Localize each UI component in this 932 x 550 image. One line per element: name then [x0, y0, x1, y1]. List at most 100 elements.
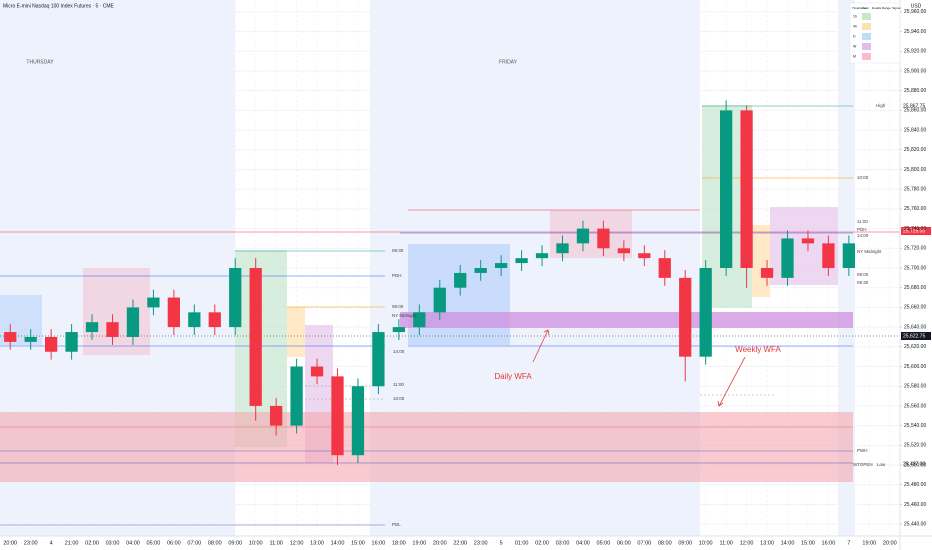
table-swatch: [862, 23, 871, 30]
x-tick-label: 21:00: [65, 540, 79, 546]
x-tick-label: 23:00: [474, 540, 488, 546]
level-label: 10:00: [393, 396, 405, 401]
level-label: High: [876, 103, 886, 108]
level-label: 08:00: [392, 304, 404, 309]
price-tag-bg: [901, 227, 931, 235]
x-tick-label: 20:00: [883, 540, 897, 546]
x-tick-label: 7: [847, 540, 850, 546]
candle-body: [740, 110, 753, 269]
x-tick-label: 11:00: [269, 540, 282, 546]
y-tick-label: 25,440.00: [904, 522, 926, 528]
candle-body: [290, 366, 303, 426]
price-tag: 25,867.75: [903, 103, 925, 109]
candle-body: [65, 332, 78, 352]
level-label: WTOPEN: [853, 462, 873, 467]
candle-body: [576, 228, 590, 244]
candle-body: [4, 332, 17, 342]
y-tick-label: 25,560.00: [904, 403, 926, 409]
y-tick-label: 25,520.00: [904, 443, 926, 449]
level-label: 08:00: [857, 272, 869, 277]
x-tick-label: 19:00: [412, 540, 426, 546]
y-tick-label: 25,480.00: [904, 482, 926, 488]
x-tick-label: 15:00: [351, 540, 365, 546]
candle-body: [433, 287, 446, 313]
x-tick-label: 09:00: [228, 540, 242, 546]
x-tick-label: 02:00: [85, 540, 99, 546]
y-tick-label: 25,740.00: [904, 226, 926, 232]
table-header: Signal: [892, 6, 901, 10]
x-tick-label: 14:00: [331, 540, 345, 546]
x-tick-label: 15:00: [801, 540, 815, 546]
x-tick-label: 19:00: [862, 540, 876, 546]
candle-body: [495, 263, 508, 268]
level-label: NY Midnight: [857, 249, 882, 254]
candle-body: [331, 376, 344, 456]
y-tick-label: 25,900.00: [904, 68, 926, 74]
session-label: THURSDAY: [26, 59, 54, 65]
level-label: PWH: [857, 448, 868, 453]
price-tag: 25,725.00: [903, 228, 925, 234]
level-label: 14:00: [857, 233, 869, 238]
callout-arrow: [532, 329, 549, 363]
x-tick-label: 11:00: [719, 540, 732, 546]
currency: USD: [911, 3, 922, 9]
y-tick-label: 25,580.00: [904, 384, 926, 390]
level-label: PDH: [392, 273, 402, 278]
x-tick-label: 23:00: [24, 540, 38, 546]
price-tag-bg: [901, 460, 931, 468]
level-label: 11:00: [393, 382, 404, 387]
chart-title: Micro E-mini Nasdaq 100 Index Futures · …: [3, 3, 115, 9]
y-tick-label: 25,940.00: [904, 29, 926, 35]
x-tick-label: 12:00: [290, 540, 304, 546]
x-tick-label: 07:00: [187, 540, 201, 546]
candle-body: [208, 312, 221, 328]
y-tick-label: 25,760.00: [904, 206, 926, 212]
level-label: Low: [877, 462, 886, 467]
y-tick-label: 25,460.00: [904, 502, 926, 508]
candle-body: [781, 238, 794, 278]
x-tick-label: 13:00: [310, 540, 324, 546]
candle-body: [760, 268, 774, 278]
x-tick-label: 18:00: [392, 540, 406, 546]
candle-body: [413, 312, 426, 328]
y-tick-label: 25,540.00: [904, 423, 926, 429]
x-tick-label: 02:00: [535, 540, 549, 546]
y-tick-label: 25,700.00: [904, 265, 926, 271]
candle-body: [106, 322, 119, 337]
table-header: Color: [862, 6, 869, 10]
x-tick-label: 01:00: [515, 540, 529, 546]
y-tick-label: 25,640.00: [904, 324, 926, 330]
x-tick-label: 22:00: [453, 540, 467, 546]
x-tick-label: 04:00: [126, 540, 140, 546]
y-tick-label: 25,880.00: [904, 88, 926, 94]
level-label: PDH: [857, 227, 867, 232]
y-tick-label: 25,680.00: [904, 285, 926, 291]
y-tick-label: 25,600.00: [904, 364, 926, 370]
candle-body: [270, 405, 283, 426]
candle-body: [147, 297, 160, 308]
x-tick-label: 03:00: [106, 540, 120, 546]
candle-body: [167, 297, 180, 328]
zone: [287, 307, 305, 357]
candle-body: [85, 322, 99, 333]
table-swatch: [862, 33, 871, 40]
candle-body: [535, 253, 549, 259]
candle-body: [45, 336, 58, 352]
table-swatch: [862, 43, 871, 50]
session-label: FRIDAY: [499, 59, 518, 65]
x-tick-label: 03:00: [556, 540, 570, 546]
candle-body: [617, 248, 630, 254]
x-tick-label: 5: [500, 540, 503, 546]
callout-arrow: [543, 329, 550, 336]
y-tick-label: 25,920.00: [904, 49, 926, 55]
y-tick-label: 25,820.00: [904, 147, 926, 153]
table-row-label: W: [853, 44, 857, 48]
y-tick-label: 25,660.00: [904, 305, 926, 311]
candle-body: [249, 268, 262, 406]
x-tick-label: 20:00: [3, 540, 17, 546]
y-tick-label: 25,860.00: [904, 108, 926, 114]
zone: [0, 412, 853, 482]
x-tick-label: 06:00: [167, 540, 181, 546]
candle-body: [658, 258, 671, 278]
